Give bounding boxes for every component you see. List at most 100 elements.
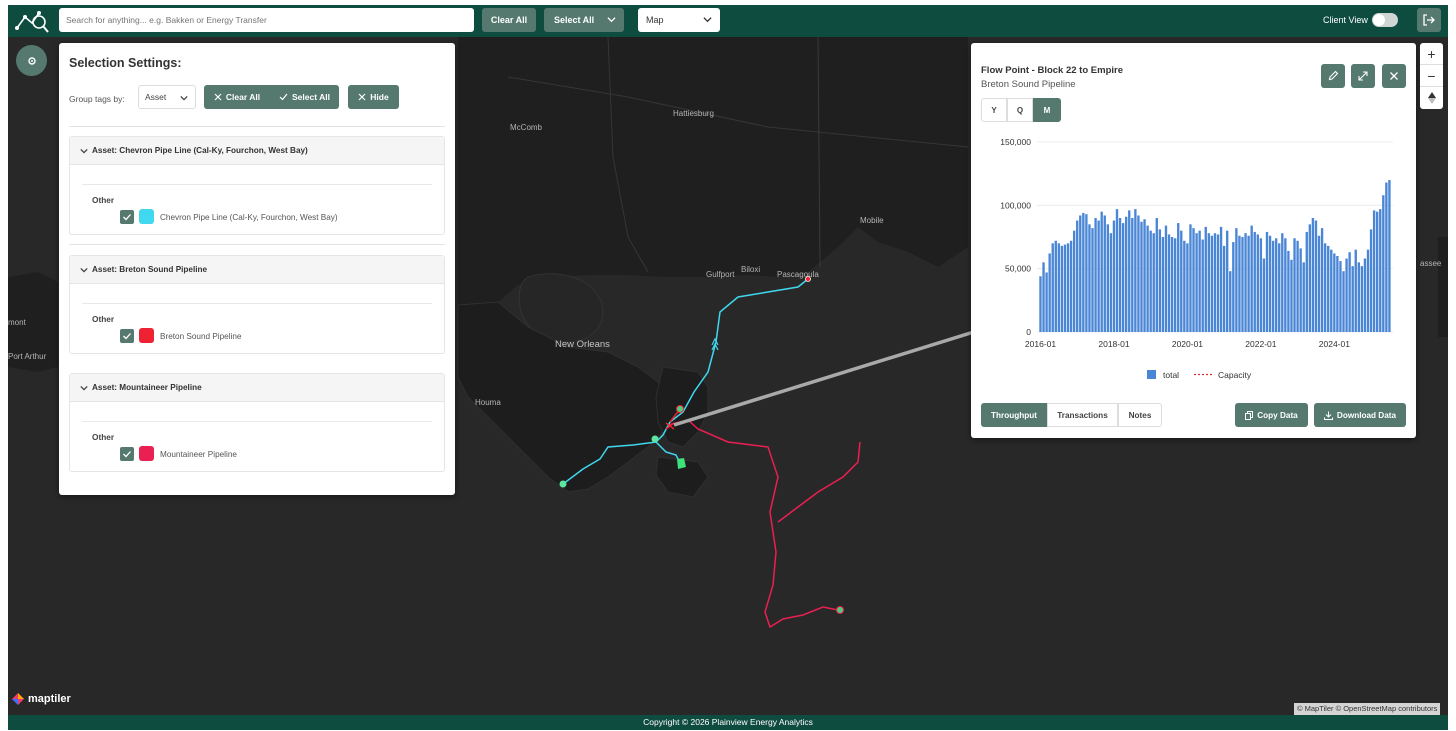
chevron-down-icon — [180, 95, 188, 101]
search-input[interactable] — [59, 8, 474, 32]
panel-select-all-button[interactable]: Select All — [270, 85, 339, 109]
zoom-in-button[interactable]: + — [1420, 43, 1443, 65]
chart-bar — [1088, 224, 1091, 332]
flow-point-panel: Flow Point - Block 22 to Empire Breton S… — [971, 43, 1416, 438]
chart-bar — [1290, 259, 1293, 332]
flow-point-marker[interactable] — [651, 435, 659, 443]
check-icon — [123, 451, 131, 458]
copy-data-button[interactable]: Copy Data — [1235, 403, 1308, 427]
mountaineer-pipeline-line[interactable] — [667, 419, 839, 629]
chart-bar — [1351, 266, 1354, 332]
flow-point-marker[interactable] — [805, 276, 811, 282]
chart-bar — [1118, 218, 1122, 332]
chart-bar — [1204, 226, 1207, 332]
delta-marsh — [655, 456, 709, 498]
period-y-button[interactable]: Y — [981, 98, 1007, 122]
footer: Copyright © 2026 Plainview Energy Analyt… — [8, 715, 1448, 730]
flow-point-marker[interactable] — [836, 606, 844, 614]
app-frame: Clear All Select All Map Client View — [8, 5, 1448, 730]
map-canvas[interactable]: McComb Hattiesburg Mobile Gulfport Bilox… — [8, 37, 1448, 715]
chart-bar — [1216, 234, 1220, 332]
clear-all-button[interactable]: Clear All — [482, 8, 536, 32]
chart-bar — [1299, 248, 1302, 332]
chevron-down-icon — [80, 148, 88, 154]
chart-bar — [1189, 224, 1192, 332]
chart-bar — [1296, 240, 1299, 332]
tab-throughput[interactable]: Throughput — [981, 403, 1047, 427]
asset-color-swatch[interactable] — [139, 328, 154, 343]
select-all-dropdown[interactable]: Select All — [544, 8, 624, 32]
chart-bar — [1100, 211, 1103, 332]
platform-marker[interactable] — [677, 458, 686, 469]
mountaineer-pipeline-branch[interactable] — [777, 441, 861, 523]
logout-icon — [1423, 14, 1435, 26]
download-data-button[interactable]: Download Data — [1314, 403, 1406, 427]
panel-clear-all-button[interactable]: Clear All — [204, 85, 270, 109]
view-select[interactable]: Map — [638, 8, 720, 32]
asset-checkbox[interactable] — [120, 210, 134, 224]
tab-transactions[interactable]: Transactions — [1047, 403, 1118, 427]
chevron-pipeline-line[interactable] — [655, 278, 809, 443]
chart-bar — [1131, 218, 1134, 332]
asset-color-swatch[interactable] — [139, 209, 154, 224]
chart-bar — [1210, 235, 1214, 332]
asset-group-title: Asset: Breton Sound Pipeline — [92, 265, 208, 274]
group-tags-value: Asset — [145, 92, 167, 102]
chart-bar — [1054, 240, 1057, 332]
settings-button[interactable] — [16, 45, 47, 76]
close-panel-button[interactable] — [1382, 64, 1406, 88]
chart-bar — [1302, 262, 1305, 332]
chart-bar — [1219, 226, 1223, 332]
logout-button[interactable] — [1417, 8, 1441, 32]
x-tick-label: 2020-01 — [1172, 339, 1203, 349]
compass-button[interactable] — [1420, 87, 1443, 109]
selected-point-x-icon[interactable] — [665, 422, 675, 430]
tab-notes[interactable]: Notes — [1118, 403, 1162, 427]
chart-bar — [1268, 235, 1272, 332]
hide-button[interactable]: Hide — [348, 85, 399, 109]
state-border — [607, 37, 649, 273]
asset-checkbox[interactable] — [120, 447, 134, 461]
chevron-pipeline-branch[interactable] — [562, 441, 657, 485]
chart-bar — [1388, 180, 1391, 332]
asset-checkbox[interactable] — [120, 329, 134, 343]
chart-bar — [1076, 220, 1079, 332]
chart-bar — [1369, 229, 1373, 332]
select-all-label: Select All — [554, 15, 595, 25]
chart-bar — [1213, 233, 1217, 332]
maptiler-logo[interactable]: maptiler — [12, 693, 71, 705]
map-attribution[interactable]: © MapTiler © OpenStreetMap contributors — [1294, 703, 1441, 715]
asset-name: Chevron Pipe Line (Cal-Ky, Fourchon, Wes… — [160, 213, 338, 222]
chart-bar — [1063, 244, 1067, 332]
chart-bar — [1109, 233, 1113, 332]
close-icon — [214, 93, 222, 101]
expand-button[interactable] — [1351, 64, 1375, 88]
chevron-down-icon — [80, 267, 88, 273]
period-q-button[interactable]: Q — [1007, 98, 1033, 122]
selection-settings-panel: Selection Settings: Group tags by: Asset… — [59, 43, 455, 495]
chart-bar — [1106, 224, 1109, 332]
chart-bar — [1348, 252, 1351, 332]
group-tags-select[interactable]: Asset — [138, 85, 196, 109]
download-icon — [1323, 411, 1333, 420]
app-logo-icon[interactable] — [15, 8, 51, 34]
flow-point-marker[interactable] — [676, 405, 684, 413]
land-mass — [8, 272, 58, 372]
toggle-knob — [1373, 14, 1385, 26]
zoom-out-button[interactable]: − — [1420, 65, 1443, 87]
asset-color-swatch[interactable] — [139, 446, 154, 461]
chart-bar — [1281, 233, 1284, 332]
delta-marsh — [457, 301, 679, 493]
y-tick-label: 150,000 — [1000, 137, 1031, 147]
hide-label: Hide — [370, 92, 389, 102]
panel-clear-all-label: Clear All — [225, 92, 261, 102]
asset-group-header[interactable]: Asset: Chevron Pipe Line (Cal-Ky, Fourch… — [70, 137, 444, 165]
edit-button[interactable] — [1321, 64, 1345, 88]
asset-group-header[interactable]: Asset: Mountaineer Pipeline — [70, 374, 444, 402]
client-view-toggle[interactable] — [1372, 13, 1398, 27]
asset-group-header[interactable]: Asset: Breton Sound Pipeline — [70, 256, 444, 284]
period-m-button[interactable]: M — [1033, 98, 1061, 122]
flow-point-marker[interactable] — [559, 480, 567, 488]
chevron-pipeline-branch[interactable] — [655, 441, 681, 464]
throughput-chart[interactable]: 0 50,000 100,000 150,000 2016-01 2018-01 2020-… — [975, 132, 1411, 394]
